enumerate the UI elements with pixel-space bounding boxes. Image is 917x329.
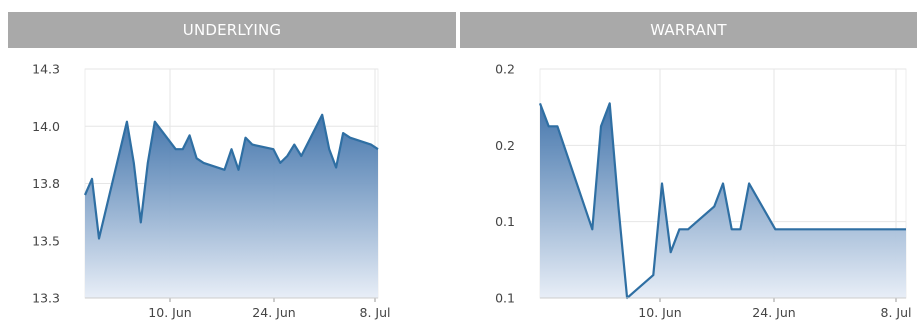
x-tick-label: 24. Jun — [252, 305, 295, 320]
x-tick-label: 8. Jul — [360, 305, 391, 320]
y-tick-label: 0.2 — [495, 138, 515, 153]
x-tick-label: 24. Jun — [752, 305, 795, 320]
y-tick-label: 0.1 — [495, 214, 515, 229]
x-tick-label: 10. Jun — [148, 305, 191, 320]
series-line — [538, 102, 906, 300]
y-tick-label: 13.5 — [32, 233, 60, 248]
y-tick-label: 14.3 — [32, 62, 60, 77]
underlying-header: UNDERLYING — [8, 12, 456, 48]
underlying-title: UNDERLYING — [182, 21, 282, 39]
warrant-chart: 0.2 0.2 0.1 0.1 10. Jun 24. Jun 8. Jul — [495, 62, 912, 321]
series-line — [83, 113, 379, 240]
y-tick-label: 0.1 — [495, 291, 515, 306]
y-tick-label: 13.8 — [32, 176, 60, 191]
x-tick-label: 10. Jun — [638, 305, 681, 320]
x-tick-label: 8. Jul — [881, 305, 912, 320]
underlying-chart: 14.3 14.0 13.8 13.5 13.3 10. Jun 24. Jun 8. Jul — [32, 62, 391, 321]
y-tick-label: 0.2 — [495, 62, 515, 77]
warrant-title: WARRANT — [650, 21, 727, 39]
warrant-panel: WARRANT 0.2 0.2 0.1 0.1 10. Jun 24. Jun 8. Jul — [460, 0, 917, 329]
y-tick-label: 13.3 — [32, 291, 60, 306]
series-area — [540, 103, 906, 299]
underlying-panel: UNDERLYING 14.3 14.0 13.8 13.5 13.3 10. Jun 24… — [0, 0, 457, 329]
warrant-header: WARRANT — [460, 12, 917, 48]
series-area — [85, 114, 378, 298]
y-tick-label: 14.0 — [32, 119, 60, 134]
